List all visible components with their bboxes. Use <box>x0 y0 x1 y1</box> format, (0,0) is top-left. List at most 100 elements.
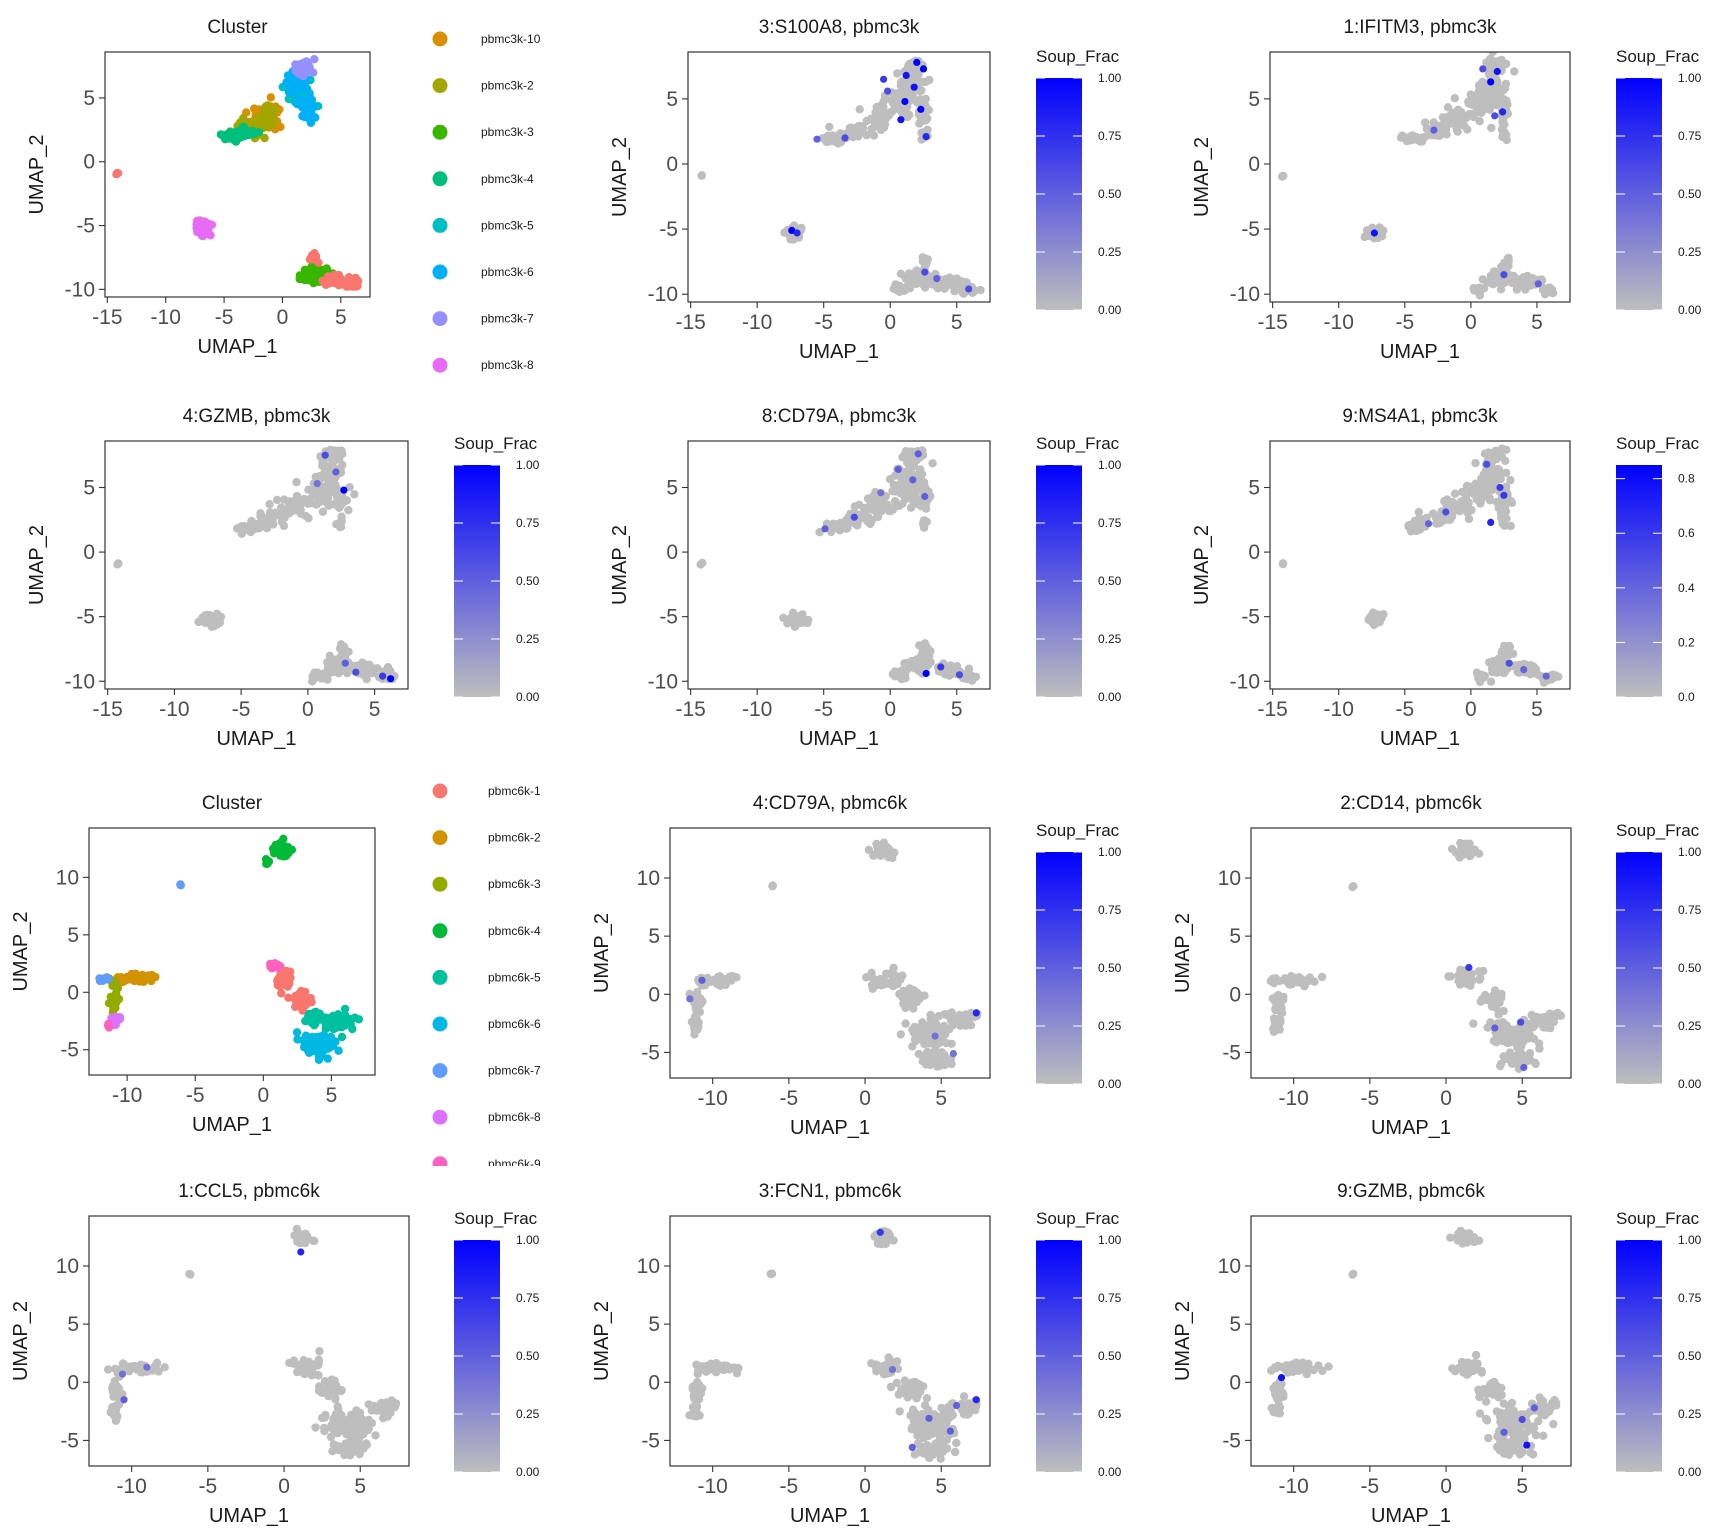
legend-title: Soup_Frac <box>1036 47 1120 66</box>
background-point <box>1415 513 1424 523</box>
legend-label-pbmc3k-8: pbmc3k-8 <box>481 358 534 372</box>
background-point <box>1455 507 1465 516</box>
colorbar-label: 0.25 <box>1098 1019 1122 1033</box>
background-point <box>1398 131 1407 140</box>
background-point <box>921 1429 930 1439</box>
soup-frac-point <box>921 492 929 501</box>
background-point <box>905 110 914 120</box>
background-point <box>930 1442 939 1452</box>
background-point <box>1435 131 1444 140</box>
background-point <box>1502 646 1512 655</box>
background-point <box>950 286 959 296</box>
point-pbmc6k-4 <box>279 834 288 843</box>
background-point <box>1324 1362 1333 1371</box>
background-point <box>825 122 834 132</box>
point-pbmc3k-2 <box>253 113 263 123</box>
background-point <box>1518 1055 1528 1064</box>
panel-p6k-cd79a: 4:CD79A, pbmc6k-10 -5 0 5-50510UMAP_1UMAP_2… <box>591 793 1122 1139</box>
x-tick-label: 5 <box>369 698 381 721</box>
background-point <box>693 1369 702 1379</box>
legend-label-pbmc3k-6: pbmc3k-6 <box>481 265 534 279</box>
soup-frac-point <box>910 83 918 91</box>
colorbar-label: 0.25 <box>1678 245 1702 259</box>
background-point <box>909 500 918 509</box>
soup-frac-point <box>321 451 329 459</box>
background-point <box>855 105 864 114</box>
x-axis-label: UMAP_1 <box>799 728 879 750</box>
background-point <box>1469 1019 1478 1028</box>
point-pbmc6k-6 <box>316 1032 325 1041</box>
background-point <box>331 480 340 490</box>
legend-label-pbmc3k-3: pbmc3k-3 <box>481 125 534 139</box>
point-other <box>351 281 360 291</box>
background-point <box>1511 1034 1520 1044</box>
background-point <box>1474 849 1484 858</box>
background-point <box>892 1378 901 1388</box>
x-axis-label: UMAP_1 <box>216 728 296 750</box>
y-tick-label: -5 <box>76 215 95 238</box>
background-point <box>311 1423 320 1432</box>
background-point <box>1472 285 1481 294</box>
background-point <box>1487 1002 1497 1011</box>
soup-frac-point <box>1520 1063 1528 1072</box>
colorbar-label: 0.00 <box>1098 303 1122 317</box>
background-point <box>1274 1407 1284 1416</box>
background-point <box>924 1037 934 1046</box>
point-pbmc3k-2 <box>261 118 270 127</box>
background-point <box>1464 97 1473 106</box>
background-point <box>279 521 289 531</box>
y-tick-label: -5 <box>659 218 678 241</box>
background-point <box>872 842 882 851</box>
background-point <box>901 447 911 456</box>
point-pbmc6k-1 <box>297 996 306 1005</box>
legend-label-pbmc6k-5: pbmc6k-5 <box>488 970 541 984</box>
soup-frac-point <box>937 663 945 671</box>
background-point <box>1510 67 1519 76</box>
panel-border <box>1269 440 1571 690</box>
point-pbmc3k-6 <box>303 103 312 113</box>
soup-frac-point <box>933 275 941 283</box>
soup-frac-point <box>901 97 909 106</box>
background-point <box>911 1036 920 1046</box>
background-point <box>768 881 777 890</box>
background-point <box>1317 972 1327 982</box>
soup-frac-point <box>917 105 925 113</box>
background-point <box>1534 670 1543 680</box>
soup-frac-point <box>925 1414 933 1422</box>
background-point <box>1433 519 1442 528</box>
soup-frac-point <box>952 1401 961 1410</box>
panel-p3k-ifitm3: 1:IFITM3, pbmc3k-15 -10 -5 0 5-10-505UMAP_1U… <box>1191 17 1702 363</box>
y-axis-label: UMAP_2 <box>591 1301 613 1381</box>
background-point <box>872 106 881 115</box>
y-tick-label: -5 <box>60 1039 79 1062</box>
background-point <box>301 1229 310 1239</box>
colorbar-label: 0.75 <box>1098 903 1122 917</box>
background-point <box>1488 450 1498 459</box>
background-point <box>881 842 891 851</box>
soup-frac-point <box>1487 78 1495 86</box>
soup-frac-point <box>1442 508 1450 516</box>
colorbar-label: 0.25 <box>1098 245 1122 259</box>
soup-frac-point <box>821 525 829 533</box>
soup-frac-point <box>850 513 858 521</box>
panel-title: 8:CD79A, pbmc3k <box>762 406 917 427</box>
x-tick-label: 0 <box>859 1475 871 1498</box>
scatter-points <box>1266 838 1566 1074</box>
point-pbmc6k-6 <box>323 1054 332 1063</box>
point-pbmc6k-9 <box>272 961 281 970</box>
x-tick-label: 5 <box>1531 311 1543 334</box>
point-pbmc3k-6 <box>306 116 315 125</box>
x-tick-label: -5 <box>814 311 833 334</box>
background-point <box>902 661 912 671</box>
x-tick-label: -15 <box>675 698 705 721</box>
colorbar-label: 0.00 <box>516 690 540 704</box>
background-point <box>894 1390 903 1399</box>
legend-key-pbmc3k-10 <box>432 31 448 47</box>
soup-frac-point <box>686 995 694 1003</box>
background-point <box>113 560 122 569</box>
panel-p3k-cd79a: 8:CD79A, pbmc3k-15 -10 -5 0 5-10-505UMAP_1UM… <box>609 406 1122 750</box>
background-point <box>937 1403 946 1413</box>
background-point <box>1471 1350 1481 1360</box>
point-pbmc6k-1 <box>277 989 286 998</box>
